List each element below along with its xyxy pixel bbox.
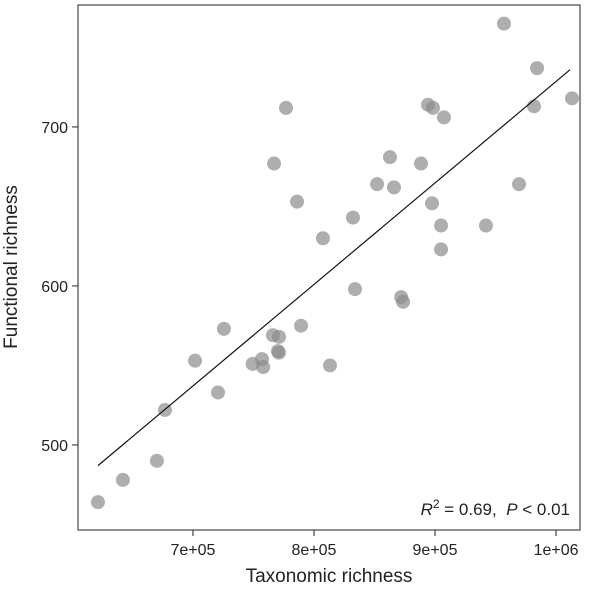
point (396, 294, 411, 309)
point (512, 177, 527, 192)
annotation: R2 = 0.69, P < 0.01 (421, 497, 570, 519)
annotation-part: < 0.01 (518, 500, 570, 519)
y-axis-label: Functional richness (1, 185, 22, 349)
point (216, 321, 231, 336)
point (315, 231, 330, 246)
annotation-part: P (506, 500, 518, 519)
point (271, 345, 286, 360)
point (370, 177, 385, 192)
x-tick-label: 9e+05 (413, 542, 458, 559)
y-tick-label: 500 (41, 438, 68, 455)
point (115, 472, 130, 487)
annotation-part: R (421, 500, 433, 519)
point (279, 100, 294, 115)
point (527, 99, 542, 114)
point (434, 218, 449, 233)
point (272, 329, 287, 344)
x-tick-label: 8e+05 (292, 542, 337, 559)
point (256, 360, 271, 375)
point (382, 150, 397, 165)
point (478, 218, 493, 233)
point (188, 353, 203, 368)
annotation-part: 2 (433, 497, 440, 511)
fit-line (97, 69, 571, 467)
y-tick-label: 700 (41, 120, 68, 137)
point (386, 180, 401, 195)
x-tick-label: 1e+06 (534, 542, 579, 559)
point (290, 194, 305, 209)
point (530, 61, 545, 76)
point (294, 318, 309, 333)
point (322, 358, 337, 373)
point (90, 495, 105, 510)
point (424, 196, 439, 211)
x-tick-label: 7e+05 (171, 542, 216, 559)
point (565, 91, 580, 106)
annotation-part: = 0.69, (440, 500, 507, 519)
point (425, 100, 440, 115)
point (496, 16, 511, 31)
y-tick-label: 600 (41, 279, 68, 296)
point (413, 156, 428, 171)
point (436, 110, 451, 125)
x-axis-label: Taxonomic richness (246, 566, 413, 587)
point (149, 453, 164, 468)
point (267, 156, 282, 171)
point (345, 210, 360, 225)
point (211, 385, 226, 400)
point (348, 282, 363, 297)
point (434, 242, 449, 257)
plot-frame (77, 4, 581, 531)
